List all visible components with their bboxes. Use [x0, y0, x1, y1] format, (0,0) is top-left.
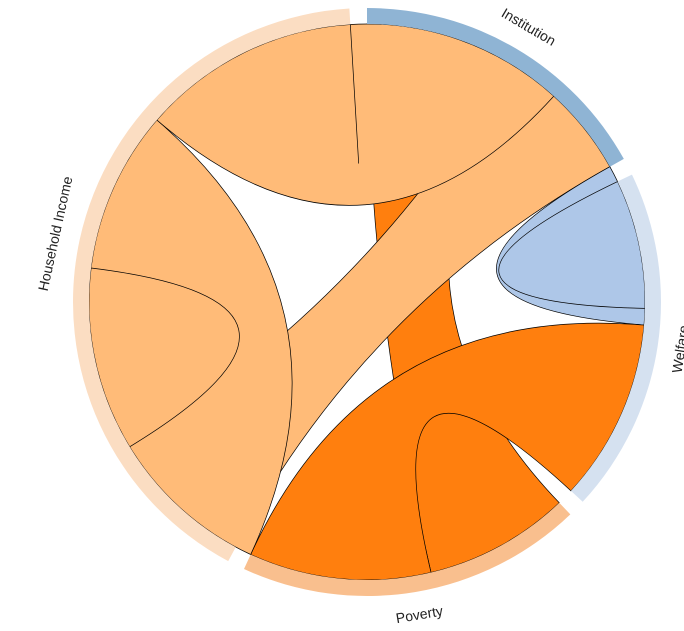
group-label-welfare: Welfare — [669, 324, 684, 374]
group-arcs-layer — [72, 8, 661, 596]
group-label-poverty: Poverty — [395, 603, 444, 627]
chord-ribbon-household-income-household-income — [156, 23, 555, 206]
group-arc-poverty — [244, 502, 571, 596]
ribbons-layer — [88, 23, 646, 581]
group-label-household-income: Household Income — [35, 175, 76, 293]
group-arc-welfare — [570, 174, 661, 502]
group-arc-institution — [367, 8, 624, 167]
group-label-institution: Institution — [499, 5, 559, 49]
